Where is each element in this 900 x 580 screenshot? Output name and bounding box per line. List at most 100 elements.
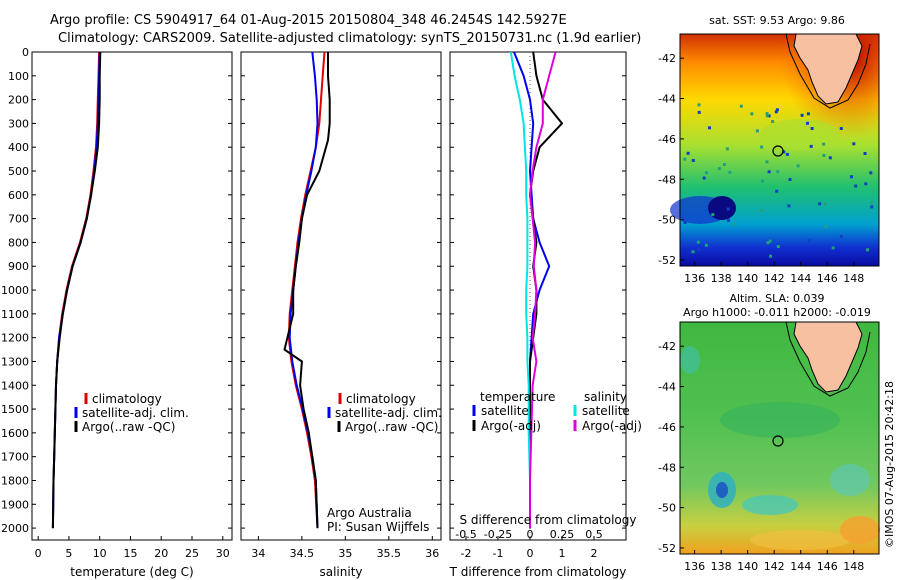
- salinity-x-label: salinity: [319, 565, 362, 579]
- imos-timestamp: ©IMOS 07-Aug-2015 20:42:18: [883, 381, 896, 548]
- temperature-x-axis: 0 5 10 15 20 25 30: [35, 536, 230, 560]
- series-line-argo-raw-qc-: [51, 51, 102, 529]
- sst-pixel: [728, 170, 732, 174]
- legend-argo-raw: Argo(..raw -QC): [82, 420, 175, 434]
- sst-pixel: [828, 156, 832, 160]
- tasmania-landmass: [793, 33, 863, 105]
- lat-tick-label: -46: [658, 133, 676, 146]
- lat-tick-label: -44: [658, 381, 676, 394]
- sst-pixel: [824, 225, 828, 229]
- depth-tick-label: 1400: [1, 379, 29, 392]
- lon-tick-label: 140: [737, 272, 758, 285]
- s-diff-tick-label: -0.25: [484, 528, 512, 541]
- sst-pixel: [760, 209, 764, 212]
- sst-pixel: [704, 243, 708, 247]
- sst-pixel: [704, 171, 708, 175]
- legend-t-argo: Argo(-adj): [481, 419, 541, 433]
- sst-pixel: [870, 201, 874, 205]
- depth-tick-label: 500: [8, 165, 29, 178]
- sst-contour: [785, 33, 871, 109]
- depth-tick-label: 900: [8, 260, 29, 273]
- x-tick-label: 1: [559, 547, 566, 560]
- sst-pixel: [725, 147, 729, 151]
- sst-map: [670, 33, 880, 267]
- sst-pixel: [863, 152, 867, 155]
- s-difference-tick-labels: -0.5 -0.25 0 0.25 0.5: [455, 528, 602, 541]
- sst-pixel: [750, 112, 754, 116]
- sla-map: [679, 321, 880, 555]
- sla-lon-axis: 136 138 140 142 144 146 148: [684, 550, 864, 573]
- sst-pixel: [691, 159, 695, 162]
- sst-pixel: [717, 167, 721, 171]
- s-diff-tick-label: 0.5: [585, 528, 603, 541]
- credit-pi: PI: Susan Wijffels: [327, 520, 429, 534]
- s-difference-label: S difference from climatology: [460, 513, 637, 527]
- sst-pixel: [807, 239, 811, 243]
- sst-noise-pixels: [683, 103, 874, 258]
- sst-pixel: [767, 114, 771, 118]
- sst-pixel: [683, 221, 687, 224]
- depth-tick-label: 1500: [1, 403, 29, 416]
- lon-tick-label: 142: [764, 272, 785, 285]
- sst-pixel: [760, 145, 764, 149]
- sst-pixel: [796, 164, 800, 168]
- sst-pixel: [708, 126, 711, 130]
- legend-satellite-adj: satellite-adj. clim.: [335, 406, 442, 420]
- salinity-panel-frame: [240, 51, 442, 541]
- salinity-series: [283, 51, 331, 529]
- sst-pixel: [726, 207, 730, 211]
- sla-contour: [785, 321, 871, 397]
- sst-pixel: [686, 151, 690, 155]
- lat-tick-label: -44: [658, 93, 676, 106]
- sst-pixel: [810, 127, 814, 130]
- depth-tick-label: 700: [8, 213, 29, 226]
- sst-pixel: [776, 245, 780, 248]
- sst-map-title: sat. SST: 9.53 Argo: 9.86: [709, 14, 845, 27]
- argo-float-marker: [772, 145, 784, 157]
- lat-tick-label: -46: [658, 421, 676, 434]
- legend-s-satellite: satellite: [582, 404, 630, 418]
- lat-tick-label: -48: [658, 461, 676, 474]
- sst-pixel: [800, 113, 804, 117]
- temperature-x-label: temperature (deg C): [70, 565, 193, 579]
- sst-pixel: [702, 176, 706, 180]
- sst-pixel: [782, 150, 786, 154]
- depth-tick-label: 2000: [1, 522, 29, 535]
- temperature-series: [51, 51, 102, 529]
- x-tick-label: 0: [35, 547, 42, 560]
- sst-pixel: [775, 189, 779, 193]
- argo-float-marker-sla: [772, 435, 784, 447]
- depth-tick-label: 600: [8, 189, 29, 202]
- difference-legend: temperature salinity satellite Argo(-adj…: [472, 390, 642, 433]
- legend-t-satellite: satellite: [481, 404, 529, 418]
- depth-tick-label: 800: [8, 236, 29, 249]
- sst-pixel: [839, 234, 843, 238]
- lon-tick-label: 144: [790, 560, 811, 573]
- depth-tick-label: 1100: [1, 308, 29, 321]
- lat-tick-label: -52: [658, 542, 676, 555]
- temperature-legend: climatology satellite-adj. clim. Argo(..…: [74, 392, 189, 434]
- sst-pixel: [739, 104, 743, 108]
- depth-tick-label: 100: [8, 70, 29, 83]
- sst-pixel: [787, 204, 791, 208]
- salinity-legend: climatology satellite-adj. clim. Argo(..…: [327, 392, 442, 434]
- sst-pixel: [775, 108, 779, 112]
- sst-pixel: [766, 241, 770, 245]
- x-tick-label: 35.5: [377, 547, 402, 560]
- sst-pixel: [727, 218, 730, 222]
- lat-tick-label: -50: [658, 502, 676, 515]
- s-diff-tick-label: -0.5: [455, 528, 476, 541]
- series-line-argo-raw-qc-: [283, 52, 331, 529]
- depth-tick-label: 1000: [1, 284, 29, 297]
- sst-pixel: [785, 152, 789, 156]
- x-tick-label: 5: [65, 547, 72, 560]
- sst-pixel: [809, 144, 813, 148]
- sst-pixel: [722, 163, 726, 166]
- depth-tick-label: 1600: [1, 427, 29, 440]
- sst-pixel: [852, 142, 856, 146]
- sst-pixel: [822, 142, 826, 146]
- header-line-2: Climatology: CARS2009. Satellite-adjuste…: [58, 31, 641, 46]
- sst-pixel: [733, 222, 737, 226]
- sst-pixel: [769, 254, 773, 258]
- depth-axis: 0 100 200 300 400 500 600 700 800 900 1000 1100 1200…: [1, 46, 626, 535]
